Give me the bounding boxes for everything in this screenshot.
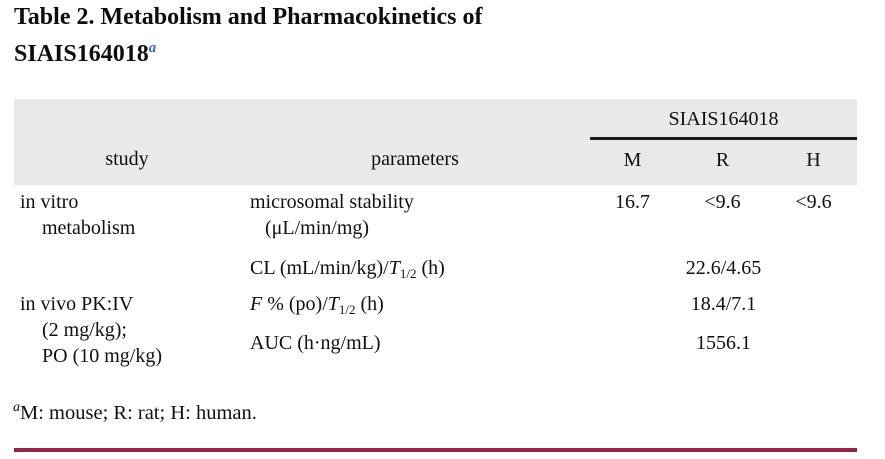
parameter-segment: T <box>327 293 339 315</box>
value-cell-merged: 22.6/4.65 <box>590 247 857 287</box>
value-cell-mouse: 16.7 <box>590 185 675 247</box>
parameter-segment: % (po)/ <box>262 293 328 315</box>
study-line: in vivo PK:IV <box>20 293 134 315</box>
footnote-marker: a <box>13 400 20 415</box>
study-line: metabolism <box>42 217 136 239</box>
table-footnote: aM: mouse; R: rat; H: human. <box>13 394 257 427</box>
group-header-row: SIAIS164018 <box>14 99 857 140</box>
column-header-parameters: parameters <box>240 138 590 185</box>
column-header-human: H <box>770 138 857 185</box>
table-row-bioavailability-halflife: in vivo PK:IV (2 mg/kg); PO (10 mg/kg) F… <box>14 287 857 369</box>
pharmacokinetics-table: SIAIS164018 study parameters M R H in vi… <box>14 99 857 369</box>
value-cell-human: <9.6 <box>770 185 857 247</box>
column-header-study: study <box>14 138 240 185</box>
parameter-segment: 1/2 <box>399 266 417 281</box>
table-row-clearance-halflife: CL (mL/min/kg)/T1/2 (h) 22.6/4.65 <box>14 247 857 287</box>
column-header-row: study parameters M R H <box>14 138 857 185</box>
parameter-segment: F <box>250 293 263 315</box>
column-header-mouse: M <box>590 138 675 185</box>
parameter-segment: CL (mL/min/kg)/ <box>250 257 389 279</box>
parameter-cell-clearance: CL (mL/min/kg)/T1/2 (h) <box>240 247 590 287</box>
parameter-segment: (h) <box>355 293 384 315</box>
study-line: (2 mg/kg); <box>42 319 127 341</box>
title-footnote-marker: a <box>148 40 157 56</box>
parameter-line: (μL/min/mg) <box>265 217 370 239</box>
group-header-spacer <box>14 99 590 139</box>
parameter-line: microsomal stability <box>250 191 414 213</box>
bottom-divider-rule <box>14 448 857 452</box>
value-cell-rat: <9.6 <box>675 185 770 247</box>
footnote-text: M: mouse; R: rat; H: human. <box>20 401 257 424</box>
table-row-auc: AUC (h·ng/mL) 1556.1 <box>14 325 857 369</box>
study-line: PO (10 mg/kg) <box>42 345 162 367</box>
parameter-cell-bioavailability: F % (po)/T1/2 (h) <box>240 287 590 326</box>
value-cell-merged: 1556.1 <box>590 325 857 369</box>
study-line: in vitro <box>20 191 79 213</box>
parameter-segment: (h) <box>416 257 445 279</box>
group-header-compound: SIAIS164018 <box>590 99 857 140</box>
parameter-cell-microsomal-stability: microsomal stability (μL/min/mg) <box>240 185 590 247</box>
parameter-segment: 1/2 <box>338 302 356 317</box>
parameter-segment: T <box>388 257 400 279</box>
value-cell-merged: 18.4/7.1 <box>590 287 857 326</box>
group-header-label: SIAIS164018 <box>668 108 779 130</box>
parameter-cell-auc: AUC (h·ng/mL) <box>240 325 590 369</box>
study-cell-in-vitro-metabolism: in vitro metabolism <box>14 185 240 287</box>
study-cell-in-vivo-pk: in vivo PK:IV (2 mg/kg); PO (10 mg/kg) <box>14 287 240 369</box>
table-title: Table 2. Metabolism and Pharmacokinetics… <box>14 2 594 70</box>
table-title-text: Table 2. Metabolism and Pharmacokinetics… <box>14 4 483 67</box>
table-row-microsomal-stability: in vitro metabolism microsomal stability… <box>14 185 857 287</box>
column-header-rat: R <box>675 138 770 185</box>
